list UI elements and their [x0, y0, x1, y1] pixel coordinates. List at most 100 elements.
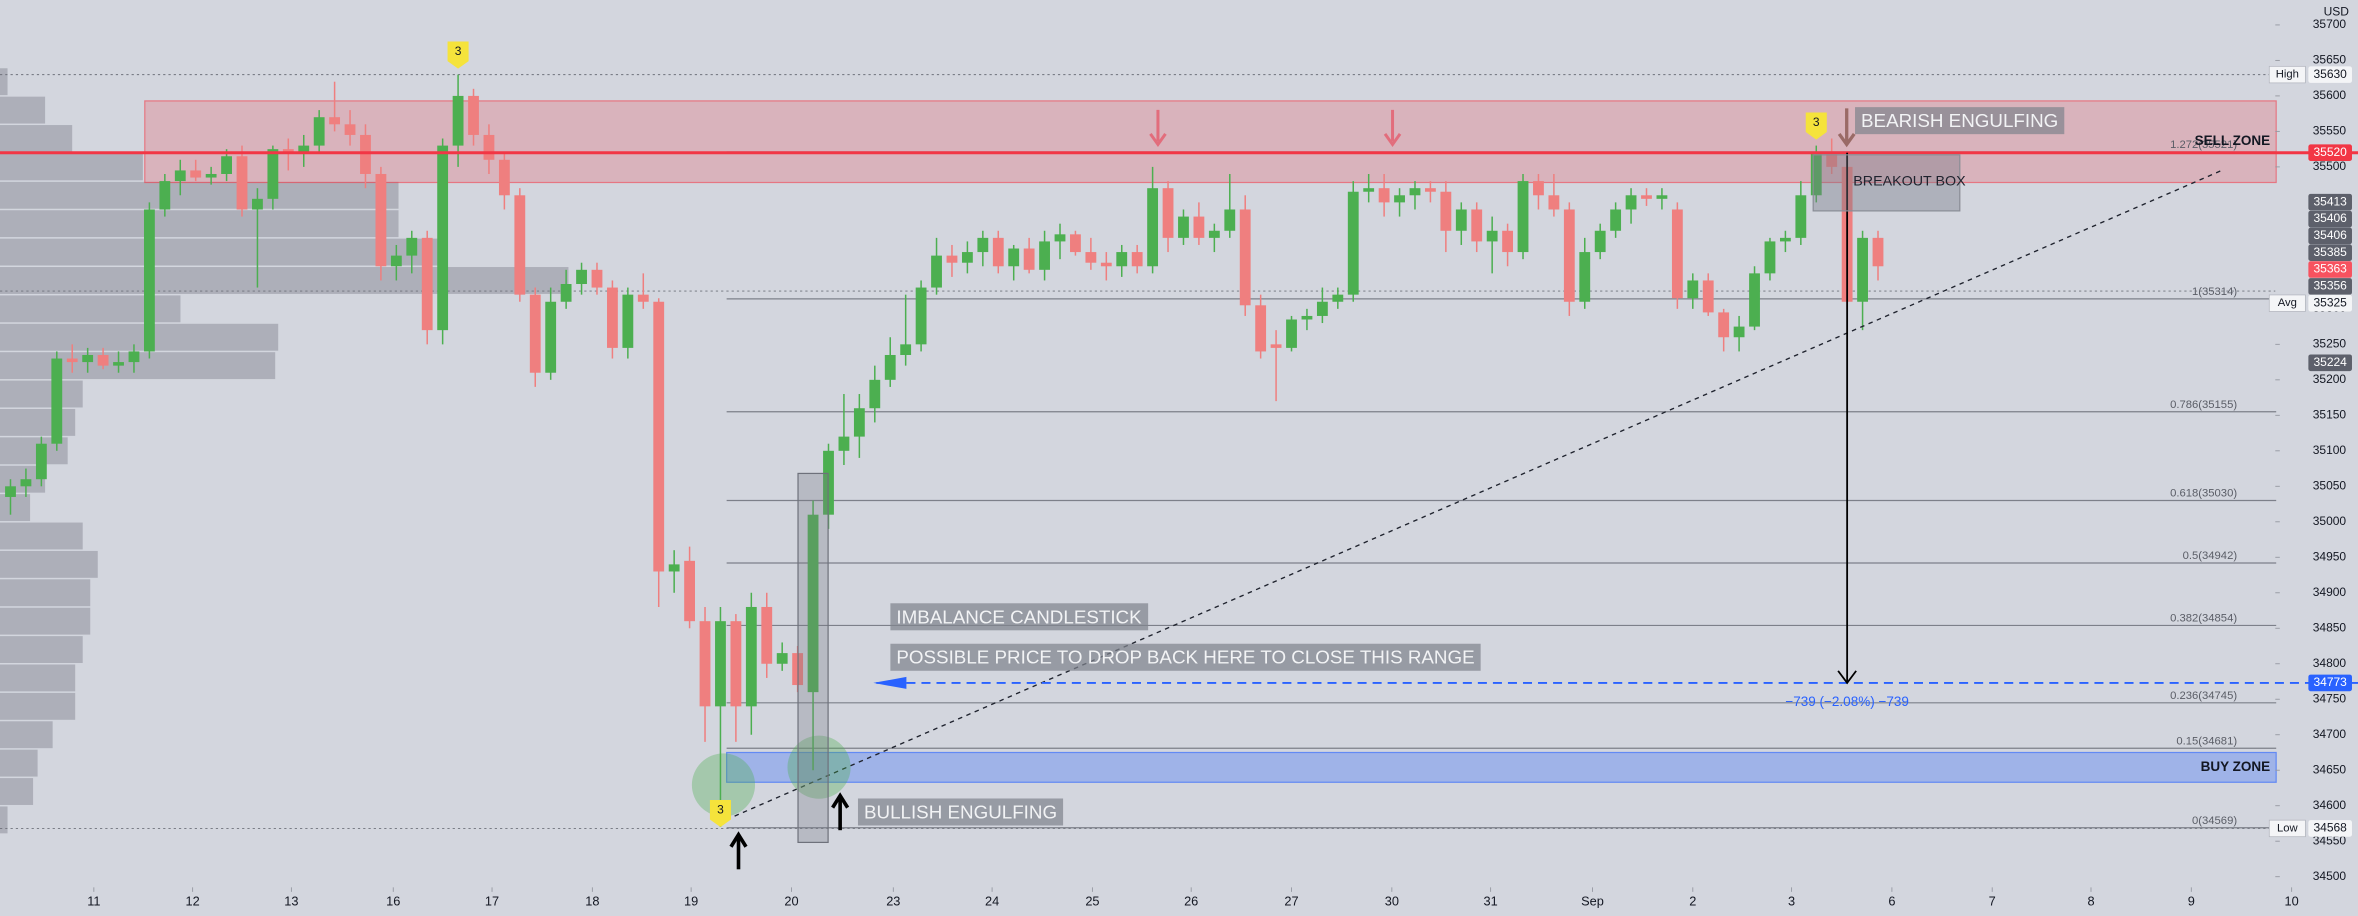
volume-profile-bar: [0, 267, 569, 294]
candle-body: [5, 486, 16, 497]
marker-badge: [447, 41, 469, 69]
x-tick-label: 23: [886, 894, 900, 909]
volume-profile-bar: [0, 664, 76, 692]
price-badge-label: 35406: [2313, 211, 2347, 225]
label-background: [857, 798, 1064, 826]
candle-body: [1548, 195, 1560, 210]
candle-body: [653, 301, 665, 572]
candle-body: [1409, 188, 1421, 196]
candle-body: [1425, 188, 1436, 192]
fib-label: 1(35314): [2192, 286, 2237, 298]
zone-label: SELL ZONE: [2195, 133, 2271, 148]
annotation-text: BULLISH ENGULFING: [864, 801, 1057, 822]
candle-body: [298, 145, 310, 153]
x-tick-label: 25: [1085, 894, 1099, 909]
candle-body: [1610, 209, 1622, 231]
candle-body: [1070, 234, 1081, 253]
candle-body: [190, 170, 202, 178]
candle-body: [1347, 191, 1359, 295]
volume-profile-bar: [0, 68, 8, 96]
measure-arrow-head: [1837, 670, 1857, 685]
x-tick-label: 16: [386, 894, 400, 909]
candle-body: [267, 149, 279, 199]
price-badge-bg: [2308, 227, 2352, 245]
candle-body: [390, 255, 402, 267]
candle-body: [1440, 191, 1452, 231]
y-tick-label: 34850: [2313, 620, 2347, 634]
x-tick-label: 26: [1184, 894, 1198, 909]
candle-body: [1733, 326, 1745, 338]
candle-body: [1579, 252, 1591, 302]
candle-body: [1085, 252, 1097, 263]
candle-body: [1502, 230, 1514, 253]
annotation-text: POSSIBLE PRICE TO DROP BACK HERE TO CLOS…: [896, 647, 1474, 668]
price-badge-label: 35224: [2313, 355, 2347, 369]
candle-body: [1162, 188, 1174, 238]
volume-profile-bar: [0, 408, 76, 436]
candle-body: [1455, 209, 1467, 231]
candle-body: [360, 134, 371, 174]
highlight-circle: [691, 753, 756, 817]
candle-body: [915, 287, 927, 345]
highlight-circle: [787, 735, 851, 799]
candle-body: [622, 294, 634, 348]
candle-body: [1718, 312, 1730, 338]
y-tick-label: 35650: [2313, 53, 2347, 67]
candle-body: [1594, 230, 1606, 253]
candle-body: [1687, 280, 1699, 299]
x-tick-label: 13: [284, 894, 298, 909]
candle-body: [1147, 188, 1159, 267]
currency-label: USD: [2324, 4, 2350, 18]
candle-body: [282, 149, 294, 153]
candle-body: [637, 294, 649, 302]
candle-body: [1054, 234, 1066, 242]
candle-body: [1255, 305, 1267, 352]
y-tick-label: 34600: [2313, 798, 2347, 812]
x-tick-label: 27: [1284, 894, 1298, 909]
y-tick-label: 34550: [2313, 833, 2347, 847]
candle-body: [252, 198, 263, 210]
candle-body: [931, 255, 942, 288]
candle-body: [375, 173, 387, 267]
badge-tag: High: [2276, 69, 2299, 81]
price-badge-bg: [2308, 674, 2352, 692]
candle-body: [730, 621, 742, 707]
price-badge-bg: [2308, 354, 2352, 372]
candle-body: [1100, 262, 1112, 267]
candle-body: [591, 269, 603, 288]
y-tick-label: 35150: [2313, 407, 2347, 421]
candle-body: [545, 301, 557, 373]
trend-line: [726, 169, 2223, 821]
candle-body: [668, 564, 680, 572]
candle-body: [946, 255, 958, 263]
price-badge-bg: [2308, 193, 2352, 211]
candle-body: [1286, 319, 1297, 348]
x-tick-label: 24: [985, 894, 999, 909]
candle-body: [838, 436, 850, 451]
candle-body: [1023, 248, 1035, 270]
candle-body: [1394, 195, 1405, 203]
x-tick-label: 10: [2285, 894, 2299, 909]
candle-body: [1533, 181, 1544, 196]
candle-body: [406, 237, 418, 256]
y-tick-label: 35200: [2313, 372, 2347, 386]
candle-body: [452, 95, 464, 146]
pink-arrows: [1149, 109, 1402, 148]
volume-profile-bar: [0, 607, 91, 635]
fib-label: 0.382(34854): [2170, 613, 2237, 625]
candle-body: [1795, 195, 1807, 238]
candle-body: [437, 145, 449, 331]
candle-body: [1563, 209, 1575, 302]
candle-body: [483, 134, 495, 160]
volume-profile-bar: [0, 380, 83, 408]
y-tick-label: 34650: [2313, 762, 2347, 776]
up-arrow-head: [729, 831, 748, 848]
candle-body: [1316, 301, 1328, 316]
volume-profile-bar: [0, 522, 83, 550]
y-tick-label: 35100: [2313, 443, 2347, 457]
price-badge-bg: [2308, 66, 2352, 83]
candle-body: [1301, 315, 1313, 320]
label-background: [890, 643, 1481, 671]
x-tick-label: 6: [1888, 894, 1895, 909]
